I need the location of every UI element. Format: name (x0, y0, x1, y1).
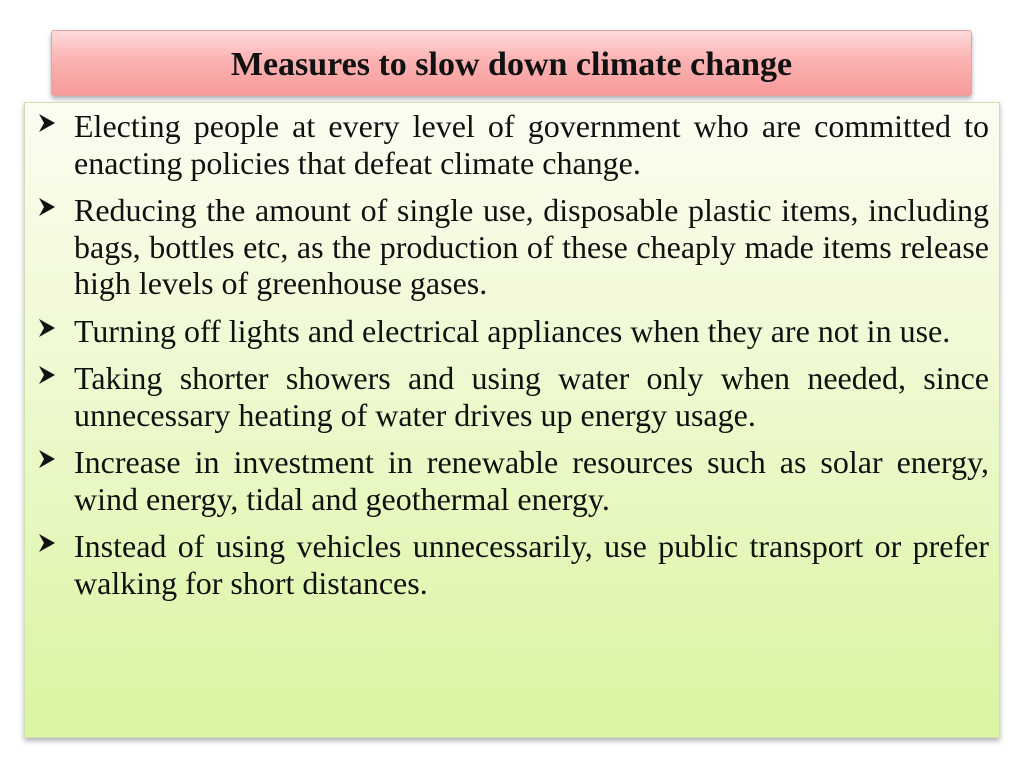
list-item-text: Taking shorter showers and using water o… (74, 360, 989, 433)
list-item-text: Electing people at every level of govern… (74, 108, 989, 181)
arrowhead-bullet-icon (37, 189, 74, 225)
content-panel: Electing people at every level of govern… (24, 102, 1000, 738)
arrowhead-bullet-icon (37, 357, 74, 393)
title-banner: Measures to slow down climate change (51, 30, 972, 96)
list-item: Turning off lights and electrical applia… (37, 310, 989, 350)
arrowhead-bullet-icon (37, 310, 74, 346)
list-item-text: Instead of using vehicles unnecessarily,… (74, 528, 989, 601)
list-item-text: Increase in investment in renewable reso… (74, 444, 989, 517)
list-item-text: Reducing the amount of single use, dispo… (74, 192, 989, 301)
arrowhead-bullet-icon (37, 105, 74, 141)
list-item: Increase in investment in renewable reso… (37, 441, 989, 517)
bullet-list: Electing people at every level of govern… (37, 105, 989, 609)
page-title: Measures to slow down climate change (230, 46, 793, 83)
list-item-text: Turning off lights and electrical applia… (74, 312, 951, 349)
list-item: Reducing the amount of single use, dispo… (37, 189, 989, 302)
list-item: Electing people at every level of govern… (37, 105, 989, 181)
list-item: Taking shorter showers and using water o… (37, 357, 989, 433)
arrowhead-bullet-icon (37, 441, 74, 477)
arrowhead-bullet-icon (37, 525, 74, 561)
list-item: Instead of using vehicles unnecessarily,… (37, 525, 989, 601)
